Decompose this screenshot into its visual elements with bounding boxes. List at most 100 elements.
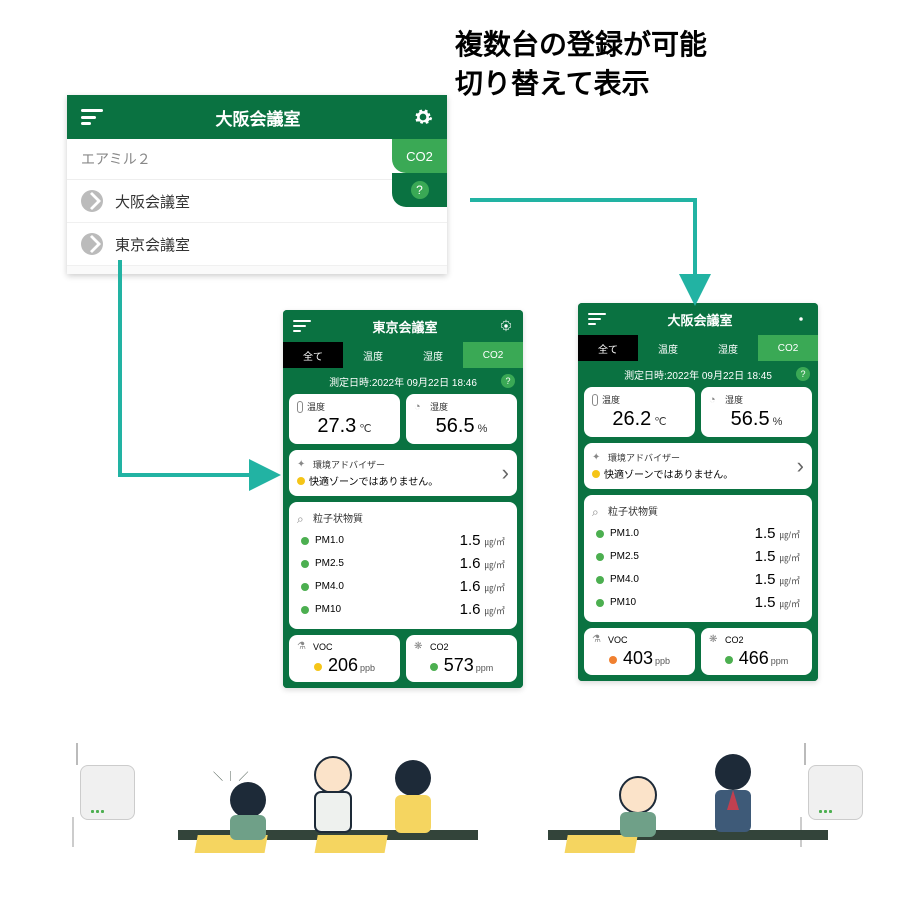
droplet-icon xyxy=(709,394,721,406)
status-dot xyxy=(596,576,604,584)
tab-co2[interactable]: CO2 xyxy=(758,335,818,361)
sensor-device-left xyxy=(72,755,142,825)
menu-icon[interactable] xyxy=(588,313,606,325)
temperature-tile: 温度 27.3℃ xyxy=(289,394,400,444)
thermometer-icon xyxy=(297,401,303,413)
tab-humidity[interactable]: 湿度 xyxy=(698,335,758,361)
pm-name: PM1.0 xyxy=(315,535,344,546)
co2-tab-fragment[interactable]: CO2 xyxy=(392,139,447,173)
temperature-label: 温度 xyxy=(307,400,325,413)
timestamp-label: 測定日時:2022年 09月22日 18:45 xyxy=(624,367,772,382)
pm-unit: ㎍/㎥ xyxy=(484,535,505,548)
settings-icon[interactable] xyxy=(794,312,808,326)
co2-tile: CO2 466ppm xyxy=(701,628,812,675)
pm-unit: ㎍/㎥ xyxy=(779,551,800,564)
tab-temperature[interactable]: 温度 xyxy=(638,335,698,361)
status-dot xyxy=(430,663,438,671)
dropdown-header: 大阪会議室 xyxy=(67,95,447,139)
voc-label: VOC xyxy=(313,642,333,652)
settings-icon[interactable] xyxy=(499,319,513,333)
pm-name: PM2.5 xyxy=(315,558,344,569)
pm-value: 1.6 xyxy=(460,555,481,572)
magnifier-icon xyxy=(297,512,309,524)
menu-icon[interactable] xyxy=(293,320,311,332)
pm-value: 1.6 xyxy=(460,578,481,595)
pm-unit: ㎍/㎥ xyxy=(779,574,800,587)
help-strip: ? xyxy=(392,173,447,207)
dropdown-item-tokyo[interactable]: 東京会議室 xyxy=(67,223,447,266)
humidity-unit: % xyxy=(773,416,783,428)
dropdown-footer xyxy=(67,266,447,274)
advisor-card[interactable]: 環境アドバイザー 快適ゾーンではありません。 › xyxy=(289,450,517,496)
help-icon[interactable]: ? xyxy=(411,181,429,199)
dropdown-title: 大阪会議室 xyxy=(216,105,301,130)
humidity-unit: % xyxy=(478,423,488,435)
status-dot xyxy=(301,537,309,545)
tab-humidity[interactable]: 湿度 xyxy=(403,342,463,368)
humidity-value: 56.5 xyxy=(436,415,475,438)
pm-row: PM101.6㎍/㎥ xyxy=(297,598,509,621)
pm-value: 1.5 xyxy=(460,532,481,549)
status-dot xyxy=(609,656,617,664)
particulate-title: 粒子状物質 xyxy=(313,510,363,525)
meeting-illustration-right xyxy=(538,720,838,870)
dropdown-item-label: 東京会議室 xyxy=(115,234,190,255)
pm-value: 1.5 xyxy=(755,525,776,542)
meeting-illustration-left: ＼ ｜ ／ xyxy=(168,720,488,870)
dropdown-item-osaka[interactable]: 大阪会議室 xyxy=(67,180,447,223)
headline: 複数台の登録が可能 切り替えて表示 xyxy=(455,25,707,103)
svg-text:＼ ｜ ／: ＼ ｜ ／ xyxy=(213,771,249,783)
temperature-unit: ℃ xyxy=(654,415,666,428)
pm-value: 1.5 xyxy=(755,571,776,588)
phone-title: 大阪会議室 xyxy=(667,310,732,329)
phone-panel-tokyo: 東京会議室 全て 温度 湿度 CO2 測定日時:2022年 09月22日 18:… xyxy=(283,310,523,688)
tab-all[interactable]: 全て xyxy=(283,342,343,368)
pm-value: 1.6 xyxy=(460,601,481,618)
pm-value: 1.5 xyxy=(755,594,776,611)
pm-unit: ㎍/㎥ xyxy=(779,597,800,610)
particulate-card: 粒子状物質 PM1.01.5㎍/㎥ PM2.51.6㎍/㎥ PM4.01.6㎍/… xyxy=(289,502,517,629)
tabs: 全て 温度 湿度 CO2 xyxy=(283,342,523,368)
pm-name: PM4.0 xyxy=(315,581,344,592)
device-dropdown: 大阪会議室 CO2 ? エアミル２ 大阪会議室 東京会議室 xyxy=(67,95,447,274)
phone-title: 東京会議室 xyxy=(372,317,437,336)
co2-value: 573 xyxy=(444,655,474,676)
advisor-message: 快適ゾーンではありません。 xyxy=(604,466,733,481)
tab-temperature[interactable]: 温度 xyxy=(343,342,403,368)
voc-value: 206 xyxy=(328,655,358,676)
pm-unit: ㎍/㎥ xyxy=(484,558,505,571)
humidity-value: 56.5 xyxy=(731,408,770,431)
phone-header: 大阪会議室 xyxy=(578,303,818,335)
pm-name: PM1.0 xyxy=(610,528,639,539)
co2-icon xyxy=(709,634,721,646)
particulate-card: 粒子状物質 PM1.01.5㎍/㎥ PM2.51.5㎍/㎥ PM4.01.5㎍/… xyxy=(584,495,812,622)
status-dot xyxy=(596,599,604,607)
humidity-tile: 湿度 56.5% xyxy=(406,394,517,444)
advisor-title: 環境アドバイザー xyxy=(313,458,385,471)
advisor-card[interactable]: 環境アドバイザー 快適ゾーンではありません。 › xyxy=(584,443,812,489)
humidity-tile: 湿度 56.5% xyxy=(701,387,812,437)
pm-name: PM2.5 xyxy=(610,551,639,562)
pm-name: PM4.0 xyxy=(610,574,639,585)
settings-icon[interactable] xyxy=(413,107,433,127)
bulb-icon xyxy=(592,452,604,464)
menu-icon[interactable] xyxy=(81,109,103,125)
status-dot xyxy=(725,656,733,664)
particulate-title: 粒子状物質 xyxy=(608,503,658,518)
flask-icon xyxy=(297,641,309,653)
pm-row: PM1.01.5㎍/㎥ xyxy=(592,522,804,545)
advisor-message: 快適ゾーンではありません。 xyxy=(309,473,438,488)
help-icon[interactable]: ? xyxy=(796,367,810,381)
status-dot xyxy=(592,470,600,478)
chevron-right-icon: › xyxy=(502,460,509,486)
status-dot xyxy=(301,606,309,614)
help-icon[interactable]: ? xyxy=(501,374,515,388)
tab-all[interactable]: 全て xyxy=(578,335,638,361)
tabs: 全て 温度 湿度 CO2 xyxy=(578,335,818,361)
advisor-title: 環境アドバイザー xyxy=(608,451,680,464)
tab-co2[interactable]: CO2 xyxy=(463,342,523,368)
voc-unit: ppb xyxy=(360,663,375,673)
timestamp-label: 測定日時:2022年 09月22日 18:46 xyxy=(329,374,477,389)
voc-value: 403 xyxy=(623,648,653,669)
status-dot xyxy=(596,530,604,538)
